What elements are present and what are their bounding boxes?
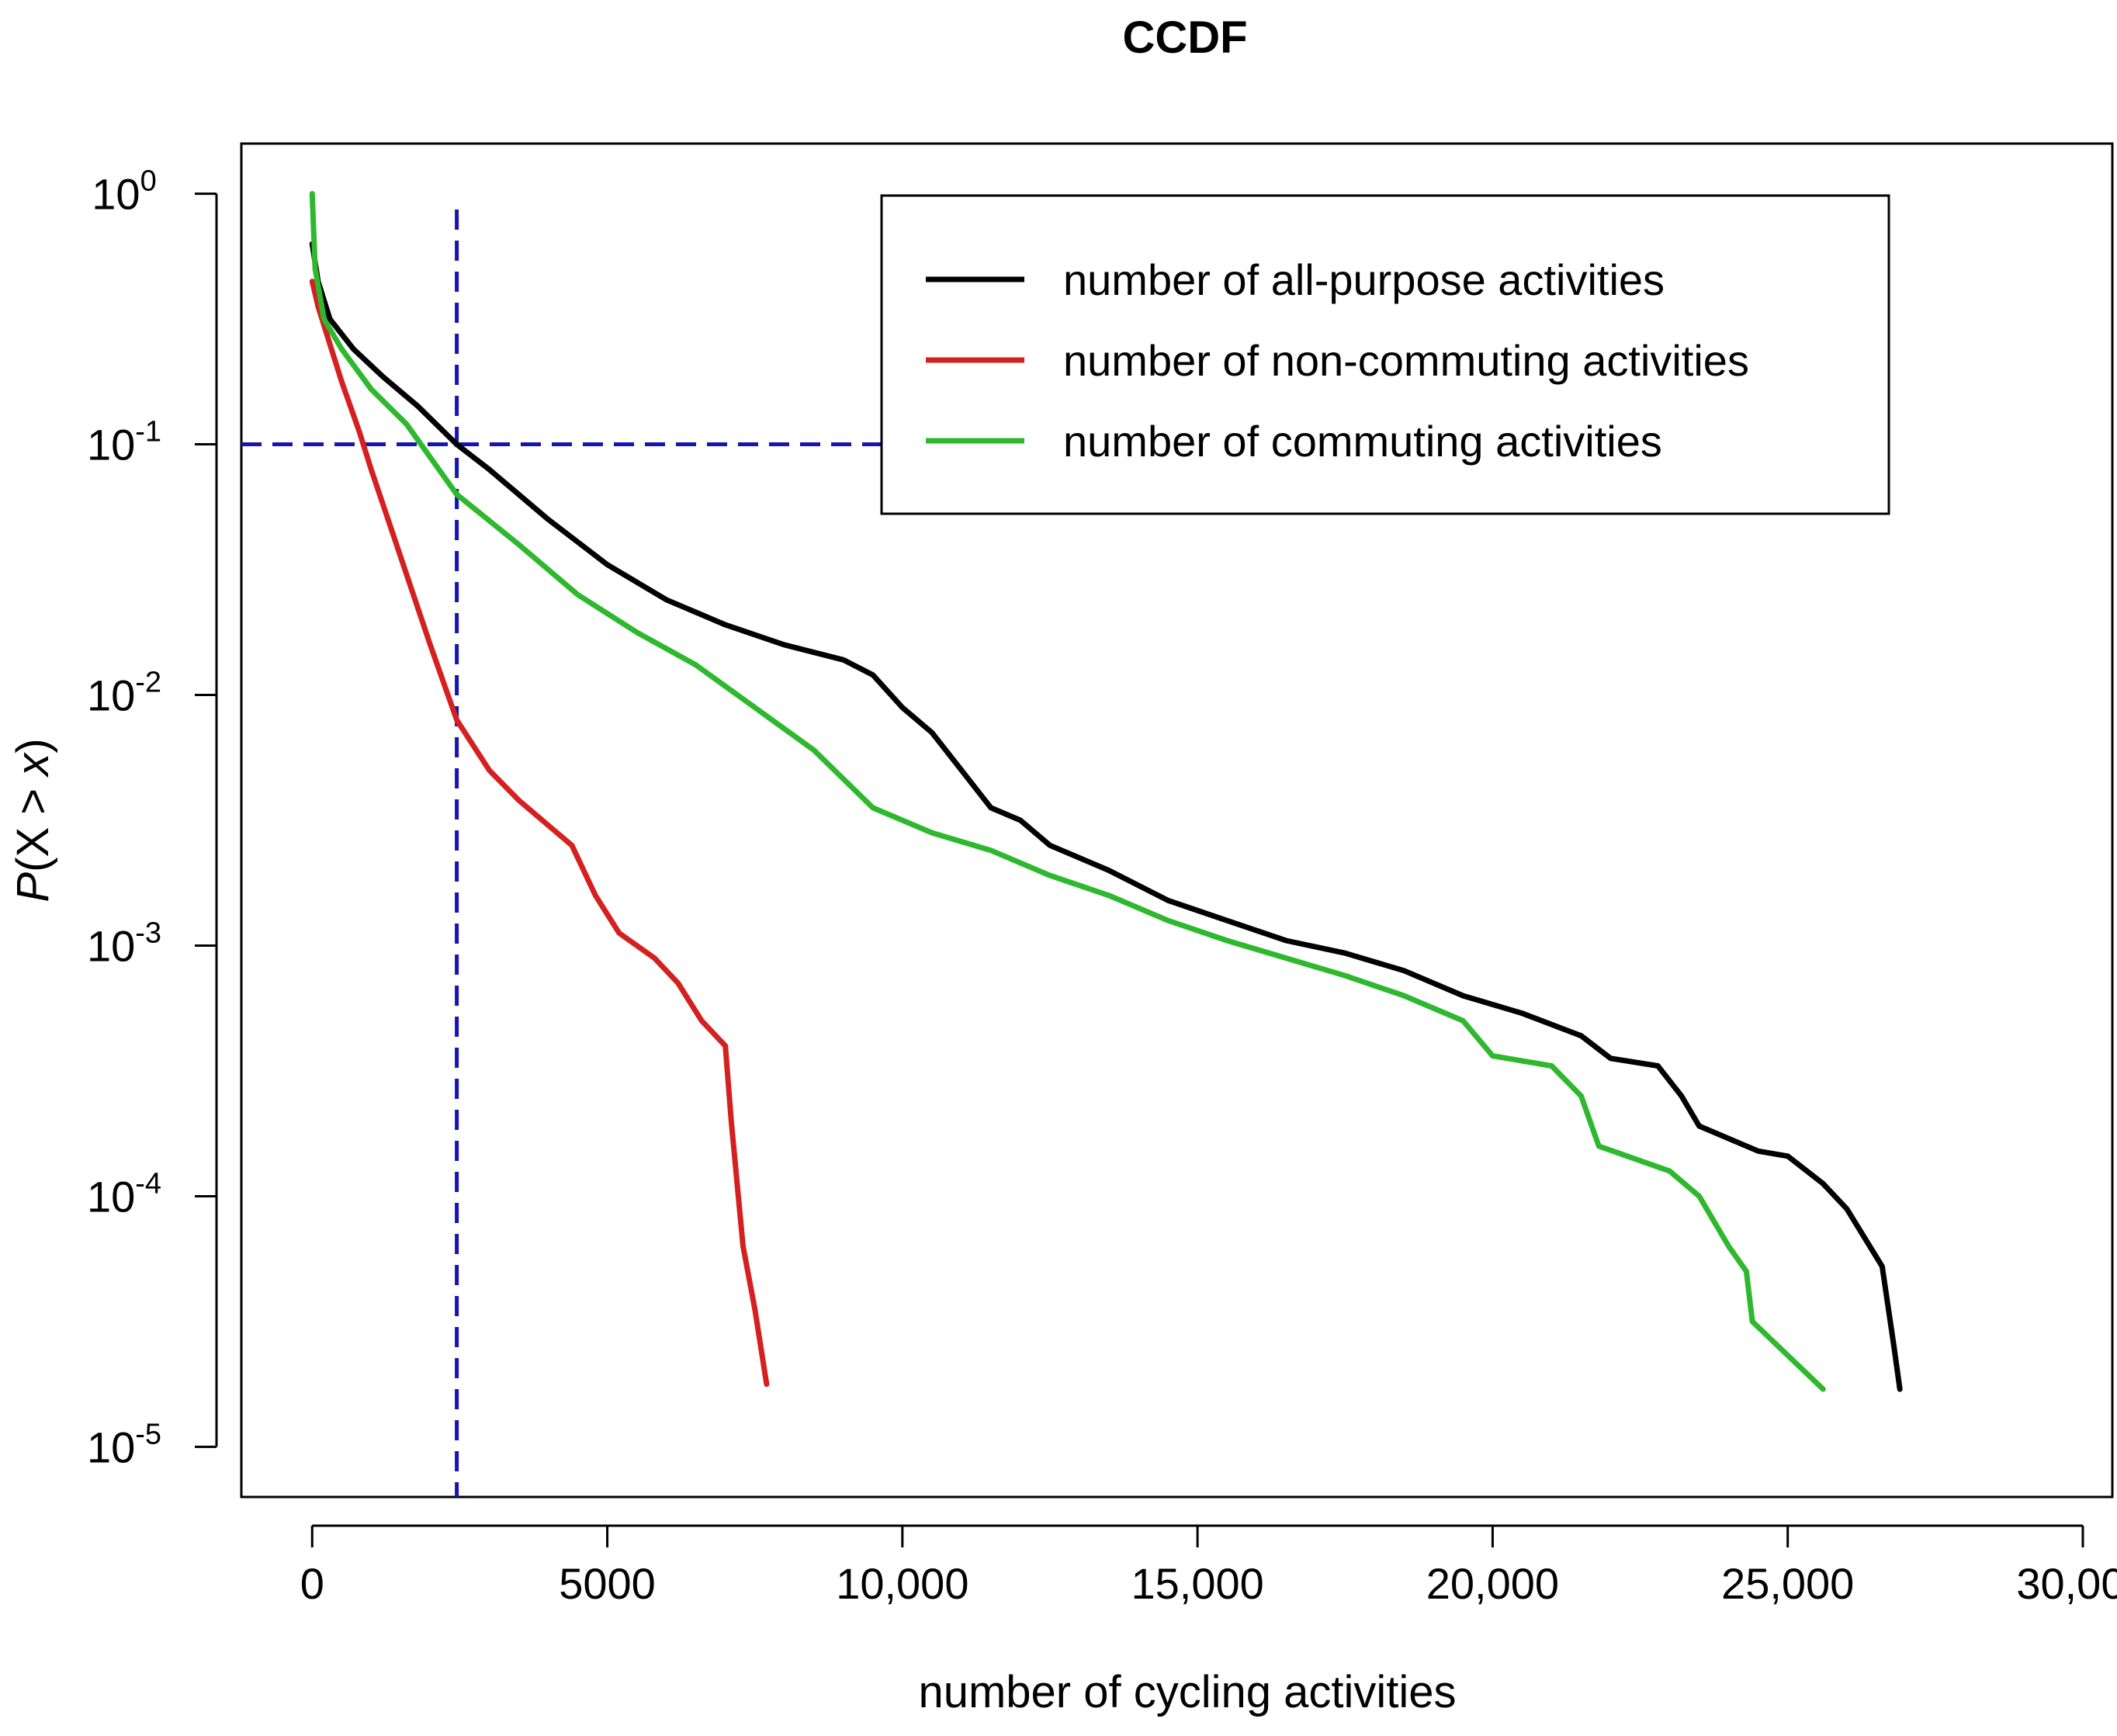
x-tick-label: 20,000 [1426, 1559, 1559, 1608]
series-lines [309, 191, 1903, 1392]
legend-box [880, 194, 1890, 515]
y-tick-base: 10 [87, 421, 135, 470]
x-tick-label: 15,000 [1131, 1559, 1263, 1608]
x-axis-label: number of cycling activities [918, 1667, 1456, 1717]
legend: number of all-purpose activities number o… [880, 194, 1890, 515]
y-tick-label: 10-5 [87, 1418, 161, 1471]
y-tick-label: 10-1 [87, 416, 161, 470]
series-line-2 [309, 191, 1826, 1392]
y-label-p: P [8, 872, 58, 903]
x-tick-label: 30,000 [2016, 1559, 2117, 1608]
series-line-1 [309, 279, 770, 1388]
chart-title: CCDF [1122, 12, 1247, 63]
y-tick-base: 10 [87, 1172, 135, 1221]
y-tick-base: 10 [87, 1422, 135, 1471]
y-tick-exponent: -3 [135, 917, 161, 949]
y-label-open: (X > [8, 776, 58, 872]
y-tick-base: 10 [87, 921, 135, 970]
y-label-close: ) [8, 738, 58, 753]
y-tick-label: 100 [92, 165, 156, 219]
plot-frame [240, 142, 2114, 1499]
y-tick-base: 10 [87, 671, 135, 720]
y-tick-exponent: -4 [135, 1167, 161, 1200]
series-line-0 [309, 241, 1903, 1392]
y-tick-exponent: -1 [135, 416, 161, 449]
x-tick-label: 10,000 [836, 1559, 968, 1608]
legend-label: number of non-commuting activities [1063, 336, 1749, 385]
y-tick-label: 10-2 [87, 667, 161, 720]
x-axis: 0 5000 10,000 15,000 20,000 25,000 30,000 [300, 1524, 2117, 1608]
y-tick-label: 10-4 [87, 1167, 161, 1221]
legend-label: number of all-purpose activities [1063, 255, 1665, 304]
y-tick-exponent: 0 [140, 165, 157, 198]
y-axis-label: P(X > x) [8, 738, 58, 902]
reference-lines [241, 210, 882, 1497]
x-tick-label: 5000 [559, 1559, 656, 1608]
y-label-x: x [8, 752, 58, 778]
legend-label: number of commuting activities [1063, 417, 1662, 466]
x-tick-label: 0 [300, 1559, 324, 1608]
y-tick-base: 10 [92, 170, 140, 219]
y-tick-exponent: -2 [135, 667, 161, 699]
y-tick-exponent: -5 [135, 1418, 161, 1450]
x-tick-label: 25,000 [1721, 1559, 1854, 1608]
y-tick-label: 10-3 [87, 917, 161, 970]
